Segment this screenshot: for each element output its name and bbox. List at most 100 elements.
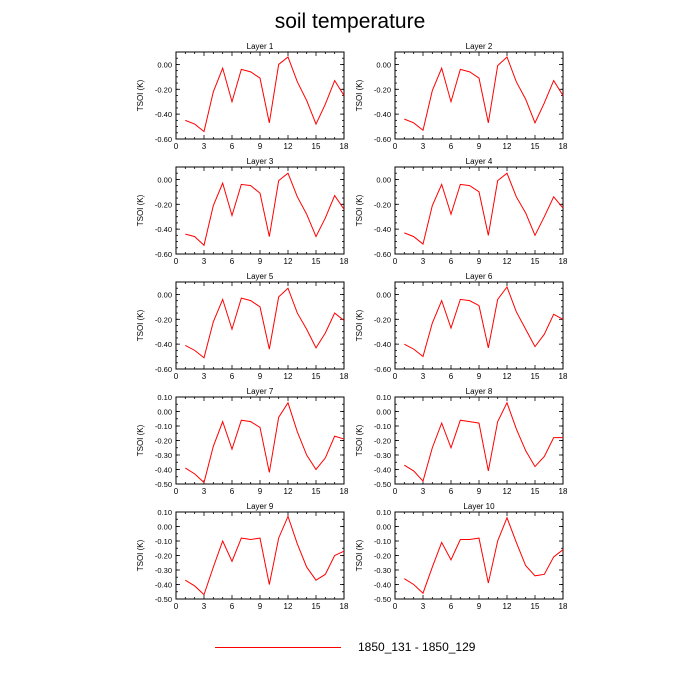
layer-1-xtick-label: 6 bbox=[230, 142, 235, 151]
layer-3-ytick-label: -0.60 bbox=[155, 250, 172, 259]
layer-8-ytick-label: -0.40 bbox=[374, 466, 391, 475]
layer-4-xtick-label: 0 bbox=[393, 257, 398, 266]
layer-7-xtick-label: 6 bbox=[230, 487, 235, 496]
layer-1-ylabel: TSOI (K) bbox=[136, 79, 145, 111]
layer-8-xtick-label: 0 bbox=[393, 487, 398, 496]
layer-1-title: Layer 1 bbox=[247, 42, 274, 51]
layer-3-xtick-label: 18 bbox=[340, 257, 349, 266]
layer-5-title: Layer 5 bbox=[247, 272, 274, 281]
layer-9-xtick-label: 18 bbox=[340, 602, 349, 611]
figure-title: soil temperature bbox=[274, 10, 426, 33]
layer-10-ytick-label: 0.00 bbox=[376, 523, 391, 532]
layer-7-frame bbox=[175, 396, 345, 485]
layer-6-series-line bbox=[404, 285, 564, 358]
layer-9-ytick-label: -0.20 bbox=[155, 552, 172, 561]
layer-6-xtick-label: 6 bbox=[449, 372, 454, 381]
layer-9-ytick-label: -0.10 bbox=[155, 537, 172, 546]
layer-4-ytick-label: -0.40 bbox=[374, 225, 391, 234]
layer-1-xtick-label: 18 bbox=[340, 142, 349, 151]
layer-10-xtick-label: 6 bbox=[449, 602, 454, 611]
layer-9-xtick-label: 6 bbox=[230, 602, 235, 611]
layer-1-ytick-label: 0.00 bbox=[157, 60, 172, 69]
layer-6-ylabel: TSOI (K) bbox=[355, 309, 364, 341]
layer-9-frame bbox=[175, 511, 345, 600]
layer-7-ytick-label: 0.00 bbox=[157, 408, 172, 417]
layer-7-ytick-label: -0.50 bbox=[155, 480, 172, 489]
layer-5-xtick-label: 15 bbox=[312, 372, 321, 381]
layer-4-series-line bbox=[404, 172, 564, 245]
layer-6-title: Layer 6 bbox=[466, 272, 493, 281]
layer-6-frame bbox=[394, 281, 564, 370]
layer-9-ytick-label: 0.00 bbox=[157, 523, 172, 532]
layer-3-xtick-label: 0 bbox=[174, 257, 179, 266]
layer-2-xtick-label: 12 bbox=[503, 142, 512, 151]
layer-6-xtick-label: 3 bbox=[421, 372, 426, 381]
layer-9-series-line bbox=[185, 514, 345, 596]
layer-7-xtick-label: 3 bbox=[202, 487, 207, 496]
layer-7-xtick-label: 9 bbox=[258, 487, 263, 496]
layer-1-ytick-label: -0.40 bbox=[155, 110, 172, 119]
layer-6-ytick-label: -0.60 bbox=[374, 365, 391, 374]
layer-4-xtick-label: 12 bbox=[503, 257, 512, 266]
layer-2-ytick-label: -0.60 bbox=[374, 135, 391, 144]
layer-10-xtick-label: 0 bbox=[393, 602, 398, 611]
layer-7-title: Layer 7 bbox=[247, 387, 274, 396]
layer-2-ytick-label: -0.40 bbox=[374, 110, 391, 119]
layer-6-xtick-label: 15 bbox=[531, 372, 540, 381]
layer-10-ytick-label: -0.10 bbox=[374, 537, 391, 546]
layer-10-ytick-label: -0.20 bbox=[374, 552, 391, 561]
layer-8-ylabel: TSOI (K) bbox=[355, 424, 364, 456]
layer-1-xtick-label: 3 bbox=[202, 142, 207, 151]
layer-4-xtick-label: 3 bbox=[421, 257, 426, 266]
layer-9-title: Layer 9 bbox=[247, 502, 274, 511]
layer-10-xtick-label: 12 bbox=[503, 602, 512, 611]
layer-6-xtick-label: 18 bbox=[559, 372, 568, 381]
layer-8-ytick-label: -0.50 bbox=[374, 480, 391, 489]
layer-7-ytick-label: 0.10 bbox=[157, 393, 172, 402]
layer-2-title: Layer 2 bbox=[466, 42, 493, 51]
layer-3-series-line bbox=[185, 172, 345, 247]
layer-5-ytick-label: -0.60 bbox=[155, 365, 172, 374]
layer-9-xtick-label: 3 bbox=[202, 602, 207, 611]
layer-2-xtick-label: 6 bbox=[449, 142, 454, 151]
layer-7-xtick-label: 18 bbox=[340, 487, 349, 496]
layer-8-xtick-label: 6 bbox=[449, 487, 454, 496]
layer-10-ylabel: TSOI (K) bbox=[355, 539, 364, 571]
layer-1-ytick-label: -0.60 bbox=[155, 135, 172, 144]
layer-3-xtick-label: 15 bbox=[312, 257, 321, 266]
layer-7-xtick-label: 0 bbox=[174, 487, 179, 496]
layer-4-xtick-label: 9 bbox=[477, 257, 482, 266]
layer-9-ytick-label: 0.10 bbox=[157, 508, 172, 517]
layer-1-ytick-label: -0.20 bbox=[155, 85, 172, 94]
layer-10-xtick-label: 18 bbox=[559, 602, 568, 611]
layer-3-title: Layer 3 bbox=[247, 157, 274, 166]
layer-4-frame bbox=[394, 166, 564, 255]
layer-8-ytick-label: 0.00 bbox=[376, 408, 391, 417]
layer-8-xtick-label: 3 bbox=[421, 487, 426, 496]
layer-8-xtick-label: 12 bbox=[503, 487, 512, 496]
layer-3-xtick-label: 6 bbox=[230, 257, 235, 266]
layer-1-xtick-label: 12 bbox=[284, 142, 293, 151]
layer-3-ytick-label: 0.00 bbox=[157, 175, 172, 184]
layer-10-ytick-label: -0.50 bbox=[374, 595, 391, 604]
layer-5-series-line bbox=[185, 287, 345, 359]
layer-9-xtick-label: 15 bbox=[312, 602, 321, 611]
layer-3-xtick-label: 9 bbox=[258, 257, 263, 266]
layer-3-ytick-label: -0.20 bbox=[155, 200, 172, 209]
layer-5-xtick-label: 0 bbox=[174, 372, 179, 381]
layer-2-xtick-label: 9 bbox=[477, 142, 482, 151]
layer-7-ytick-label: -0.40 bbox=[155, 466, 172, 475]
layer-4-ytick-label: -0.60 bbox=[374, 250, 391, 259]
layer-1-xtick-label: 9 bbox=[258, 142, 263, 151]
layer-9-ylabel: TSOI (K) bbox=[136, 539, 145, 571]
layer-4-xtick-label: 15 bbox=[531, 257, 540, 266]
layer-2-series-line bbox=[404, 56, 564, 132]
layer-2-frame bbox=[394, 51, 564, 140]
layer-7-ytick-label: -0.10 bbox=[155, 422, 172, 431]
layer-7-ytick-label: -0.20 bbox=[155, 437, 172, 446]
layer-7-ytick-label: -0.30 bbox=[155, 451, 172, 460]
layer-6-ytick-label: -0.40 bbox=[374, 340, 391, 349]
layer-6-xtick-label: 9 bbox=[477, 372, 482, 381]
layer-2-xtick-label: 18 bbox=[559, 142, 568, 151]
